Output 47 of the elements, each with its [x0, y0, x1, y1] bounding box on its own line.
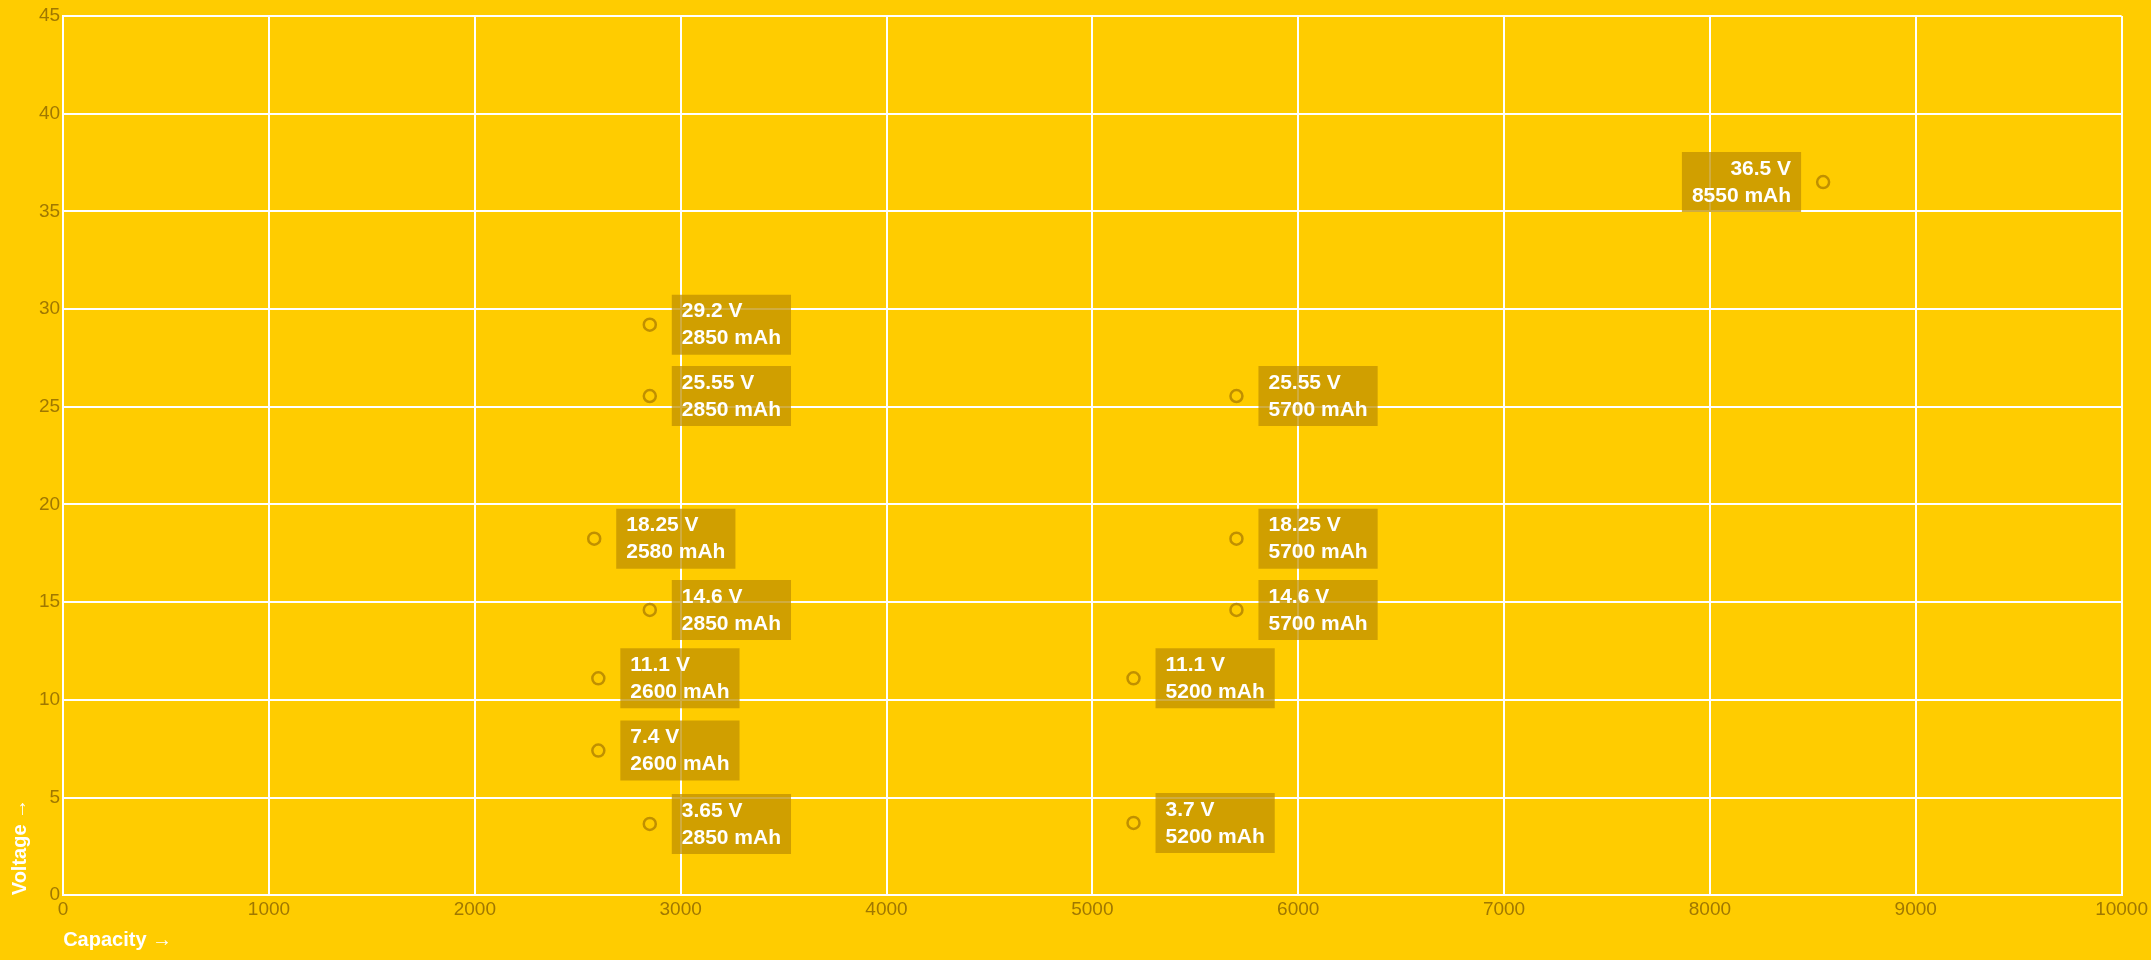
data-label: 14.6 V 2850 mAh — [681, 583, 782, 634]
point — [642, 388, 658, 404]
point — [1126, 671, 1141, 686]
x-tick-label: 8000 — [1688, 897, 1732, 919]
point — [1126, 815, 1141, 831]
y-tick-label: 45 — [38, 4, 61, 26]
y-tick-label: 15 — [38, 590, 61, 612]
data-label: 11.1 V 5200 mAh — [1165, 652, 1265, 703]
point — [1229, 602, 1244, 618]
data-label: 29.2 V 2850 mAh — [681, 298, 782, 349]
point — [642, 317, 658, 332]
data-label: 25.55 V 5700 mAh — [1268, 369, 1368, 420]
x-tick-label: 7000 — [1482, 897, 1526, 919]
x-tick-label: 4000 — [865, 897, 908, 919]
data-label: 36.5 V 8550 mAh — [1691, 155, 1792, 206]
point — [591, 671, 606, 686]
data-label: 18.25 V 5700 mAh — [1268, 512, 1368, 563]
data-label: 3.7 V 5200 mAh — [1165, 796, 1265, 847]
point — [591, 743, 606, 758]
data-label: 14.6 V 5700 mAh — [1268, 583, 1368, 634]
x-tick-label: 3000 — [659, 897, 702, 919]
data-label: 3.65 V 2850 mAh — [681, 797, 782, 848]
x-tick-label: 2000 — [453, 897, 496, 919]
y-tick-label: 25 — [38, 394, 61, 416]
x-tick-label: 9000 — [1894, 897, 1937, 919]
x-axis-title: Capacity → — [63, 927, 173, 950]
y-tick-label: 10 — [38, 688, 61, 710]
point — [642, 602, 658, 618]
point — [586, 531, 602, 546]
y-tick-label: 20 — [38, 492, 61, 514]
y-tick-label: 5 — [49, 785, 61, 807]
x-tick-label: 10000 — [2095, 897, 2148, 919]
point — [1229, 388, 1244, 404]
data-label: 11.1 V 2600 mAh — [630, 652, 730, 703]
data-label: 7.4 V 2600 mAh — [630, 724, 730, 775]
x-tick-label: 6000 — [1277, 897, 1320, 919]
data-label: 18.25 V 2580 mAh — [626, 512, 726, 563]
x-tick-label: 5000 — [1071, 897, 1114, 919]
x-tick-label: 1000 — [247, 897, 291, 919]
data-label: 25.55 V 2850 mAh — [681, 369, 782, 420]
y-tick-label: 40 — [38, 101, 61, 123]
point — [1229, 531, 1244, 546]
y-tick-label: 30 — [38, 297, 61, 319]
y-axis-title: Voltage → — [7, 798, 30, 896]
point — [1815, 174, 1831, 190]
point — [642, 816, 658, 832]
y-tick-label: 35 — [38, 199, 61, 221]
